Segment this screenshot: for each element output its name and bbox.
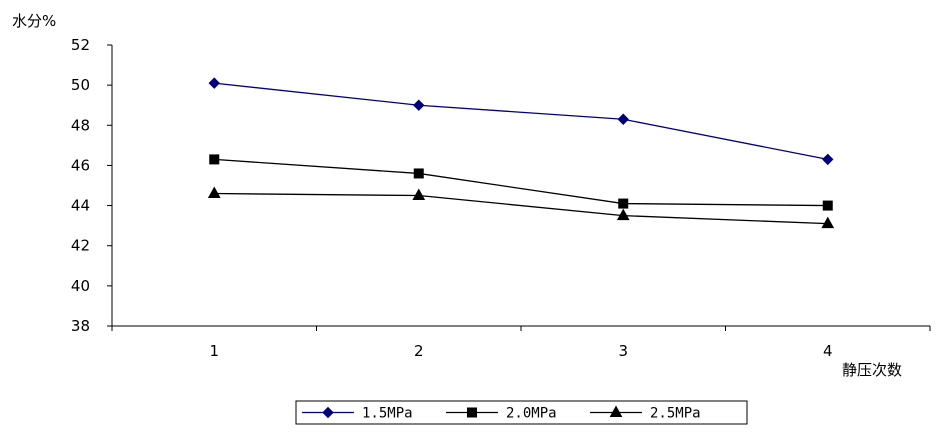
y-tick-label: 46 (71, 156, 90, 174)
legend-label: 2.0MPa (506, 406, 557, 422)
legend-marker (609, 405, 623, 417)
series-2 (209, 154, 833, 211)
y-tick-label: 42 (71, 237, 90, 255)
series-line (214, 82, 828, 161)
data-point (822, 153, 834, 166)
legend-label: 1.5MPa (362, 406, 413, 422)
x-tick-label: 2 (414, 342, 424, 360)
series-layer (207, 77, 835, 229)
y-tick-label: 52 (71, 36, 90, 54)
y-tick-label: 38 (71, 317, 90, 335)
y-ticks: 38 40 42 44 46 48 50 52 (71, 36, 112, 335)
legend: 1.5MPa 2.0MPa 2.5MPa (295, 400, 748, 425)
y-tick-label: 50 (71, 76, 90, 94)
legend-marker (322, 406, 334, 419)
data-point (413, 168, 424, 179)
legend-box (295, 400, 748, 425)
data-point (413, 99, 425, 111)
legend-item-1: 1.5MPa (302, 406, 413, 422)
y-tick-label: 48 (71, 116, 90, 134)
data-point (209, 154, 220, 165)
data-point (616, 208, 630, 221)
legend-label: 2.5MPa (650, 406, 701, 422)
data-point (207, 186, 221, 199)
series-line (214, 192, 828, 225)
axes (111, 45, 930, 327)
y-tick-label: 44 (71, 197, 90, 215)
legend-marker (467, 407, 477, 418)
x-ticks: 1 2 3 4 (111, 326, 931, 360)
x-tick-label: 3 (618, 342, 628, 360)
data-point (821, 216, 835, 229)
y-axis-title: 水分% (12, 12, 56, 30)
x-axis-title: 静压次数 (842, 361, 902, 379)
legend-item-2: 2.0MPa (446, 406, 557, 422)
data-point (208, 77, 220, 89)
legend-item-3: 2.5MPa (590, 405, 701, 422)
series-1 (208, 77, 834, 166)
y-tick-label: 40 (71, 277, 90, 295)
data-point (618, 198, 629, 209)
data-point (617, 113, 629, 125)
data-point (822, 200, 833, 211)
series-line (214, 158, 828, 207)
x-tick-label: 4 (823, 342, 833, 360)
series-3 (207, 186, 835, 229)
x-tick-label: 1 (209, 342, 219, 360)
data-point (412, 188, 426, 201)
